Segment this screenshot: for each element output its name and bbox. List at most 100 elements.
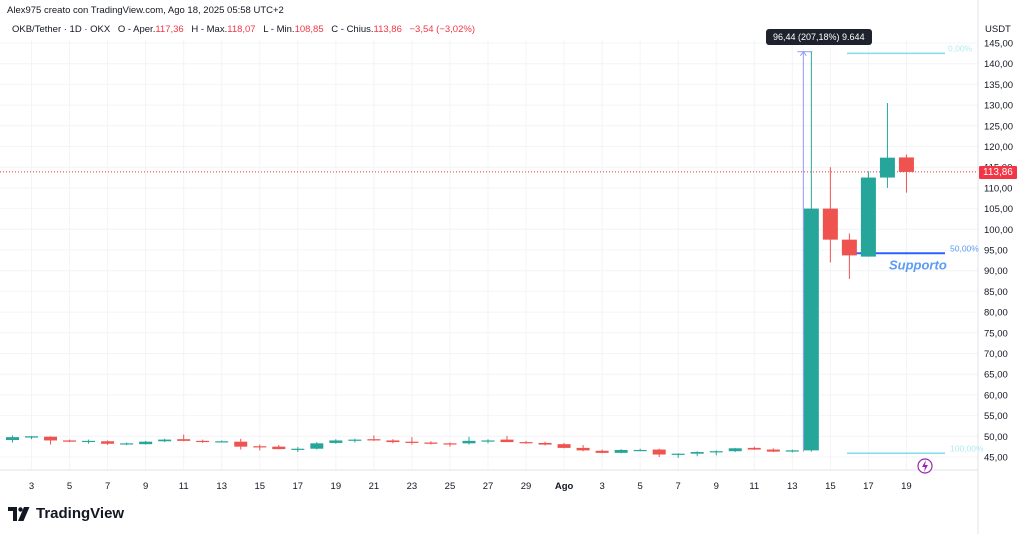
candle-down [841, 239, 857, 256]
y-axis-label: 110,00 [984, 183, 1012, 194]
y-axis-label: 95,00 [984, 246, 1008, 257]
tradingview-logo-text: TradingView [36, 505, 125, 522]
measure-arrow-icon [799, 50, 807, 56]
x-axis-label: 29 [521, 481, 532, 492]
candle-up [25, 436, 39, 438]
candle-down [557, 444, 571, 448]
candle-up [860, 177, 876, 257]
candle-down [101, 441, 115, 444]
close-label: C - Chius. [331, 24, 374, 35]
candle-up [6, 437, 19, 441]
y-axis-label: 140,00 [984, 59, 1013, 70]
fib-level-label: 50,00% [950, 243, 979, 253]
candle-up [158, 439, 172, 442]
candle-down [576, 447, 590, 451]
candle-down [519, 442, 533, 444]
candle-down [253, 446, 267, 448]
candle-down [63, 440, 77, 442]
fib-level-label: 0,00% [948, 43, 973, 53]
x-axis-label: 25 [445, 481, 456, 492]
candle-up [785, 450, 799, 452]
candle-up [690, 452, 704, 454]
y-axis-label: 60,00 [984, 390, 1008, 401]
candle-down [272, 446, 286, 450]
x-axis-label: 3 [29, 481, 34, 492]
x-axis-label: 5 [67, 481, 72, 492]
x-axis-label: 21 [369, 481, 380, 492]
last-price-label: 113,86 [979, 166, 1017, 179]
y-axis-label: 75,00 [984, 328, 1008, 339]
candle-down [500, 439, 514, 443]
y-axis-label: 65,00 [984, 370, 1008, 381]
symbol-legend: OKB/Tether · 1D · OKX O - Aper.117,36 H … [12, 24, 475, 35]
candle-down [424, 442, 438, 444]
candle-up [671, 453, 685, 455]
y-axis-label: 70,00 [984, 349, 1008, 360]
x-axis-label: 13 [216, 481, 227, 492]
candle-up [348, 439, 362, 441]
y-axis-label: 80,00 [984, 308, 1008, 319]
support-label: Supporto [889, 257, 947, 272]
x-axis-label: 27 [483, 481, 494, 492]
y-axis-label: 100,00 [984, 225, 1013, 236]
candle-down [652, 449, 666, 455]
x-axis-label: 11 [749, 481, 759, 492]
y-axis-label: 105,00 [984, 204, 1013, 215]
candle-up [120, 443, 134, 445]
candle-up [139, 441, 153, 445]
x-axis-label: 23 [407, 481, 418, 492]
tradingview-logo[interactable]: TradingView [8, 505, 124, 522]
y-axis-label: 45,00 [984, 453, 1008, 464]
y-axis-label: 135,00 [984, 80, 1013, 91]
open-label: O - Aper. [117, 24, 156, 35]
candle-down [367, 439, 381, 441]
fib-level-label: 100,00% [950, 443, 984, 453]
candle-up [82, 440, 96, 443]
candle-up [709, 451, 723, 453]
x-axis-label: 7 [676, 481, 681, 492]
x-axis-label: 3 [599, 481, 604, 492]
measure-tooltip: 96,44 (207,18%) 9.644 [766, 29, 872, 45]
candle-up [614, 449, 628, 453]
candle-down [747, 447, 761, 450]
y-axis-label: 130,00 [984, 101, 1013, 112]
candle-up [803, 208, 819, 451]
candle-up [462, 440, 476, 444]
y-axis-label: 120,00 [984, 142, 1013, 153]
x-axis-label: 7 [105, 481, 110, 492]
candle-up [215, 441, 229, 443]
candle-up [633, 449, 647, 452]
candle-down [595, 450, 609, 453]
x-axis-label: 9 [143, 481, 148, 492]
tradingview-logo-icon [8, 506, 30, 521]
candle-down [386, 440, 400, 443]
candle-up [481, 440, 495, 442]
candle-down [196, 440, 210, 443]
x-axis-label: 15 [825, 481, 836, 492]
lightning-glyph-icon [922, 460, 928, 472]
change-value: −3,54 (−3,02%) [409, 24, 476, 35]
y-axis-label: 55,00 [984, 411, 1008, 422]
open-value: 117,36 [155, 24, 184, 35]
candle-down [766, 449, 780, 452]
y-axis-label: 90,00 [984, 266, 1008, 277]
axis-currency: USDT [985, 24, 1011, 35]
candle-down [898, 157, 914, 172]
x-axis-label: 9 [714, 481, 719, 492]
candle-down [177, 439, 191, 441]
close-value: 113,86 [373, 24, 402, 35]
chart-credit: Alex975 creato con TradingView.com, Ago … [7, 5, 284, 16]
x-axis-label: 17 [293, 481, 304, 492]
candle-down [234, 441, 248, 447]
candle-down [405, 441, 419, 443]
candle-down [822, 208, 838, 240]
x-axis-label: 11 [179, 481, 189, 492]
y-axis-label: 125,00 [984, 121, 1013, 132]
x-axis-label: 19 [901, 481, 912, 492]
candle-up [879, 157, 895, 178]
symbol-name[interactable]: OKB/Tether · 1D · OKX [12, 24, 111, 35]
y-axis-label: 145,00 [984, 39, 1013, 50]
low-value: 108,85 [294, 24, 324, 35]
candle-up [310, 443, 324, 449]
